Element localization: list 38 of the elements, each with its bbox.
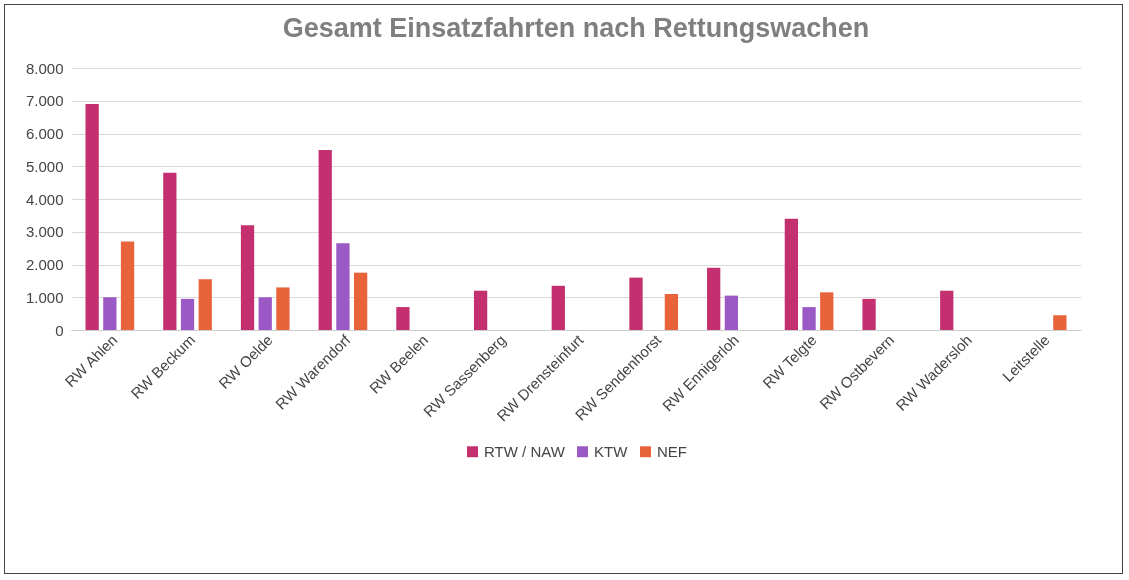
bar [862, 298, 876, 330]
legend-label: NEF [657, 442, 687, 460]
bar [664, 293, 679, 330]
bar [353, 272, 368, 330]
bar [629, 277, 643, 330]
bar [163, 172, 177, 330]
bar [724, 295, 739, 330]
y-tick-label: 4.000 [25, 190, 64, 208]
y-tick-label: 7.000 [25, 92, 64, 110]
bar [258, 297, 272, 330]
y-tick-label: 0 [55, 321, 64, 339]
y-tick-label: 6.000 [25, 125, 64, 142]
bar [180, 298, 195, 330]
bar [276, 287, 290, 330]
y-tick-label: 2.000 [25, 256, 64, 273]
y-tick-label: 1.000 [25, 288, 64, 306]
bar [1053, 315, 1067, 330]
bar [85, 104, 99, 330]
bar [551, 285, 565, 330]
legend-label: RTW / NAW [484, 442, 566, 460]
bar [396, 307, 410, 330]
bar [473, 290, 488, 330]
bar [707, 267, 721, 330]
bar [336, 243, 350, 330]
legend-label: KTW [594, 442, 629, 460]
bar [940, 290, 954, 330]
bar [820, 292, 834, 330]
bar [198, 279, 212, 330]
y-tick-label: 5.000 [25, 157, 64, 175]
bar [240, 225, 255, 330]
bar [120, 241, 135, 330]
y-tick-label: 3.000 [25, 223, 64, 241]
y-tick-label: 8.000 [25, 59, 64, 77]
bar [103, 297, 117, 330]
chart-title: Gesamt Einsatzfahrten nach Rettungswachen [282, 13, 870, 43]
bar [802, 307, 816, 330]
bar [318, 149, 332, 330]
bar [784, 218, 799, 330]
